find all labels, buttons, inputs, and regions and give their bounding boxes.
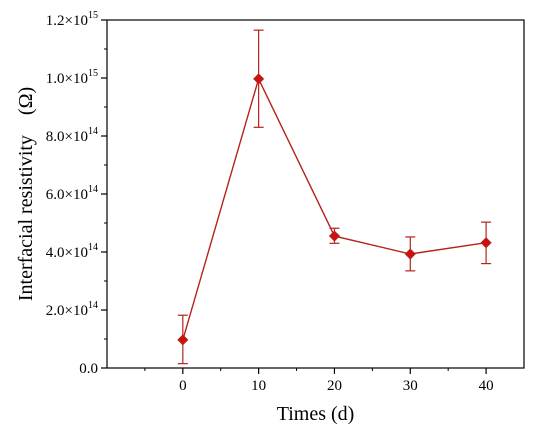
y-axis: 0.0 2.0×1014 4.0×1014 6.0×1014 8.0×1014 1.0×1… [46,10,107,377]
y-tick-label: 4.0×1014 [46,242,98,261]
data-point [253,73,265,85]
y-tick-label: 1.0×1015 [46,68,98,87]
x-axis: 0 10 20 30 40 [144,368,494,394]
x-tick-label: 40 [479,378,494,394]
x-tick-label: 0 [179,378,187,394]
data-point [480,237,492,249]
y-tick-label: 8.0×1014 [46,126,98,145]
y-tick-label: 6.0×1014 [46,184,98,203]
x-tick-label: 30 [403,378,418,394]
series-line [182,76,487,341]
plot-border [106,19,525,369]
data-point [177,334,189,346]
data-point [328,230,341,242]
x-tick-label: 10 [251,378,266,394]
y-tick-label: 1.2×1015 [46,10,98,29]
data-point [404,248,416,260]
x-tick-label: 20 [327,378,342,394]
y-tick-label: 2.0×1014 [46,300,98,319]
plot-frame [106,19,525,369]
x-axis-title: Times (d) [277,403,355,425]
data-series [177,29,492,365]
y-tick-label: 0.0 [79,361,98,377]
y-axis-title: Interfacial resistivity (Ω) [15,87,37,301]
